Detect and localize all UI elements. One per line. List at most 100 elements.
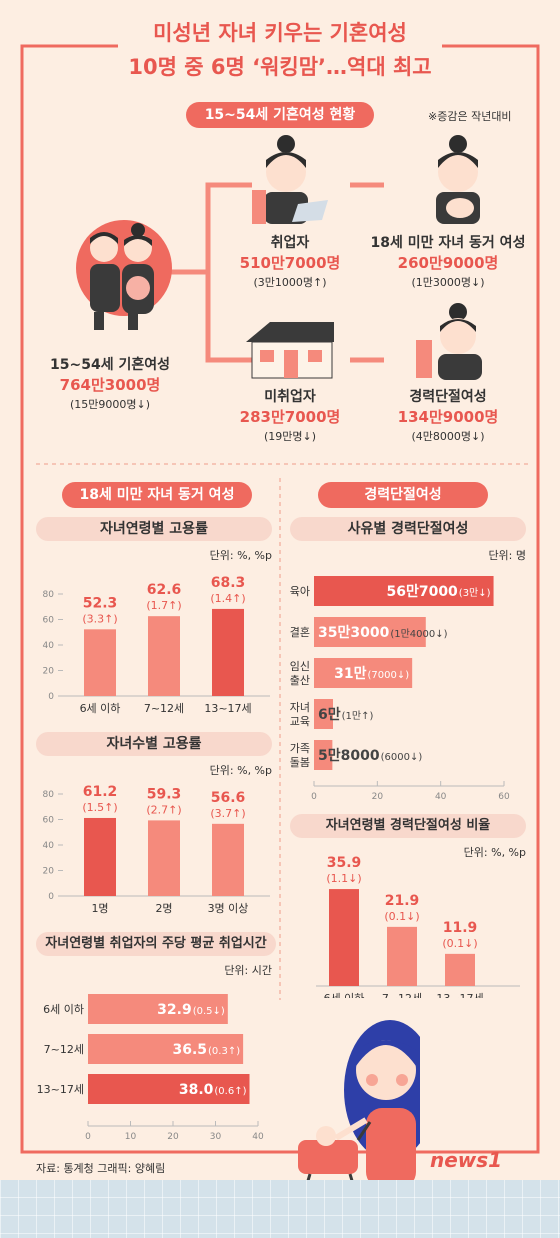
chart2-unit: 단위: %, %p — [209, 764, 272, 777]
change-label: (1.7↑) — [146, 599, 181, 612]
total-value: 764만3000명 — [59, 376, 161, 394]
x-tick-label: 2명 — [155, 902, 172, 915]
logo-text: news1 — [430, 1148, 503, 1172]
y-tick-label: 돌봄 — [290, 756, 310, 769]
chart1-unit: 단위: %, %p — [209, 549, 272, 562]
y-tick-label: 80 — [43, 790, 55, 800]
left-section-heading: 18세 미만 자녀 동거 여성 — [62, 482, 252, 508]
x-tick-label: 60 — [498, 792, 510, 802]
bar — [84, 817, 116, 896]
right-section-heading: 경력단절여성 — [318, 482, 488, 508]
career-break-label: 경력단절여성 — [409, 389, 487, 405]
change-label: (2.7↑) — [146, 803, 181, 816]
change-label: (1.5↑) — [82, 801, 117, 814]
overview-connectors — [170, 182, 384, 363]
change-label: (1.1↓) — [326, 872, 361, 885]
employed-value: 510만7000명 — [239, 254, 341, 272]
total-change: (15만9000명↓) — [69, 398, 151, 411]
change-label: (7000↓) — [368, 670, 410, 681]
data-label: 61.2 — [83, 784, 118, 800]
chart3-weekly-work-hours: 0 10 20 30 40 6세 이하 32.9 (0.5↓) 7~12세 36.5 (0.3↑) 1… — [37, 994, 264, 1142]
y-tick-label: 가족 — [290, 742, 310, 755]
change-label: (0.5↓) — [193, 1006, 225, 1017]
data-label: 68.3 — [211, 575, 246, 591]
unemployed-change: (19만명↓) — [263, 430, 317, 443]
change-label: (0.3↑) — [208, 1046, 240, 1057]
bar — [148, 616, 180, 696]
chart3-unit: 단위: 시간 — [224, 964, 272, 977]
x-tick-label: 1명 — [91, 902, 108, 915]
data-label: 5만8000 — [318, 748, 380, 764]
y-tick-label: 결혼 — [290, 626, 310, 639]
footer-source: 자료: 통계청 그래픽: 양혜림 — [36, 1162, 166, 1175]
bar — [387, 926, 417, 986]
y-tick-label: 60 — [43, 816, 55, 826]
couple-illustration — [76, 220, 172, 330]
x-tick-label: 13~17세 — [436, 992, 483, 998]
y-tick-label: 20 — [43, 667, 55, 677]
data-label: 56만7000 — [386, 584, 458, 600]
bar — [212, 608, 244, 696]
data-label: 31만 — [334, 666, 366, 682]
bar — [148, 820, 180, 896]
chart3-title: 자녀연령별 취업자의 주당 평균 취업시간 — [36, 932, 276, 956]
change-label: (6000↓) — [381, 752, 423, 763]
bar — [88, 994, 228, 1024]
chart2-employment-by-child-count: 0 20 40 60 80 61.2(1.5↑) 1명 59.3(2.7↑) 2명 56.6(3.… — [43, 784, 270, 915]
employed-change: (3만1000명↑) — [253, 276, 327, 289]
change-label: (1.4↑) — [210, 592, 245, 605]
y-tick-label: 20 — [43, 867, 55, 877]
bar — [88, 1034, 244, 1064]
title-line2: 10명 중 6명 ‘워킹맘’…역대 최고 — [128, 55, 432, 79]
bar — [314, 658, 413, 688]
y-tick-label: 육아 — [290, 585, 310, 598]
y-tick-label: 40 — [43, 641, 55, 651]
y-tick-label: 40 — [43, 841, 55, 851]
change-label: (3만↓) — [459, 587, 491, 599]
x-tick-label: 6세 이하 — [324, 991, 365, 998]
data-label: 38.0 — [179, 1082, 214, 1098]
x-tick-label: 6세 이하 — [80, 701, 121, 715]
x-tick-label: 0 — [85, 1132, 91, 1142]
overview-note: ※증감은 작년대비 — [428, 110, 512, 123]
y-tick-label: 6세 이하 — [43, 1002, 84, 1016]
news1-logo: news1 — [430, 1148, 526, 1178]
chart2-title: 자녀수별 고용률 — [36, 732, 272, 756]
y-tick-label: 60 — [43, 616, 55, 626]
y-tick-label: 임신 — [290, 660, 310, 673]
chart4-title: 사유별 경력단절여성 — [290, 517, 526, 541]
y-tick-label: 7~12세 — [44, 1043, 84, 1056]
data-label: 11.9 — [443, 920, 478, 936]
x-tick-label: 30 — [210, 1132, 222, 1142]
chart1-employment-by-child-age: 0 20 40 60 80 52.3(3.3↑) 6세 이하 62.6(1.7↑) 7~12세 6… — [43, 575, 270, 715]
x-tick-label: 7~12세 — [382, 992, 422, 998]
data-label: 21.9 — [385, 893, 420, 909]
bar — [445, 953, 475, 986]
data-label: 52.3 — [83, 595, 118, 611]
y-tick-label: 13~17세 — [37, 1083, 84, 1096]
data-label: 35만3000 — [318, 625, 390, 641]
bar — [329, 889, 359, 986]
bar — [84, 629, 116, 696]
y-tick-label: 교육 — [290, 715, 310, 728]
house-illustration — [246, 322, 334, 379]
change-label: (3.3↑) — [82, 612, 117, 625]
chart4-unit: 단위: 명 — [488, 549, 526, 562]
change-label: (1만↑) — [342, 710, 374, 722]
title-line1: 미성년 자녀 키우는 기혼여성 — [153, 21, 407, 45]
change-label: (3.7↑) — [210, 807, 245, 820]
career-break-woman-illustration — [416, 303, 482, 380]
bar — [314, 617, 426, 647]
data-label: 35.9 — [327, 855, 362, 871]
with-children-label: 18세 미만 자녀 동거 여성 — [370, 235, 526, 251]
change-label: (0.1↓) — [442, 937, 477, 950]
bar — [212, 823, 244, 896]
change-label: (0.6↑) — [214, 1086, 246, 1097]
change-label: (0.1↓) — [384, 910, 419, 923]
chart5-career-break-ratio-by-age: 35.9(1.1↓)6세 이하21.9(0.1↓)7~12세11.9(0.1↓)… — [316, 855, 520, 998]
data-label: 36.5 — [172, 1042, 207, 1058]
y-tick-label: 자녀 — [290, 701, 310, 714]
change-label: (1만4000↓) — [390, 628, 447, 640]
y-tick-label: 출산 — [290, 674, 310, 687]
